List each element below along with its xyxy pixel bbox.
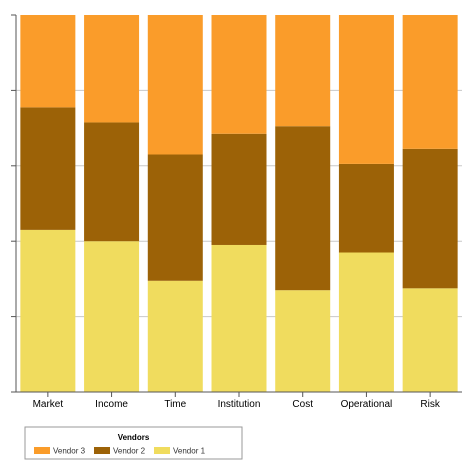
- bar-income-vendor-3: [84, 15, 140, 123]
- x-tick-label: Income: [95, 399, 128, 410]
- bar-operational-vendor-3: [338, 15, 394, 164]
- bar-institution-vendor-2: [211, 133, 267, 245]
- x-tick-label: Institution: [218, 399, 261, 410]
- bar-income-vendor-1: [84, 241, 140, 392]
- legend-title: Vendors: [118, 433, 150, 442]
- bar-market-vendor-1: [20, 229, 76, 392]
- bar-time-vendor-3: [147, 15, 203, 155]
- bar-market-vendor-2: [20, 107, 76, 230]
- bar-cost-vendor-3: [275, 15, 331, 127]
- bar-time-vendor-1: [147, 280, 203, 392]
- x-tick-label: Risk: [420, 399, 440, 410]
- legend-label-vendor-2: Vendor 2: [113, 447, 146, 456]
- bar-institution-vendor-3: [211, 15, 267, 134]
- x-tick-label: Operational: [341, 399, 393, 410]
- bars: [20, 15, 458, 392]
- x-tick-label: Time: [164, 399, 186, 410]
- legend-swatch-vendor-3: [34, 447, 50, 454]
- bar-operational-vendor-2: [338, 163, 394, 253]
- legend: Vendors Vendor 3 Vendor 2 Vendor 1: [24, 426, 243, 460]
- bar-income-vendor-2: [84, 122, 140, 242]
- legend-label-vendor-3: Vendor 3: [53, 447, 86, 456]
- bar-time-vendor-2: [147, 154, 203, 281]
- legend-swatch-vendor-2: [94, 447, 110, 454]
- x-tick-label: Market: [33, 399, 64, 410]
- bar-market-vendor-3: [20, 15, 76, 108]
- bar-risk-vendor-2: [402, 148, 458, 289]
- legend-box: [24, 426, 243, 460]
- legend-label-vendor-1: Vendor 1: [173, 447, 206, 456]
- legend-items: Vendor 3 Vendor 2 Vendor 1: [34, 447, 206, 456]
- bar-operational-vendor-1: [338, 252, 394, 392]
- x-tick-label: Cost: [292, 399, 313, 410]
- x-tick-labels: Market Income Time Institution Cost Operation…: [33, 399, 441, 410]
- bar-institution-vendor-1: [211, 244, 267, 392]
- axes: [11, 14, 462, 397]
- bar-risk-vendor-3: [402, 15, 458, 149]
- bar-cost-vendor-2: [275, 126, 331, 291]
- bar-cost-vendor-1: [275, 290, 331, 392]
- bar-risk-vendor-1: [402, 288, 458, 392]
- legend-swatch-vendor-1: [154, 447, 170, 454]
